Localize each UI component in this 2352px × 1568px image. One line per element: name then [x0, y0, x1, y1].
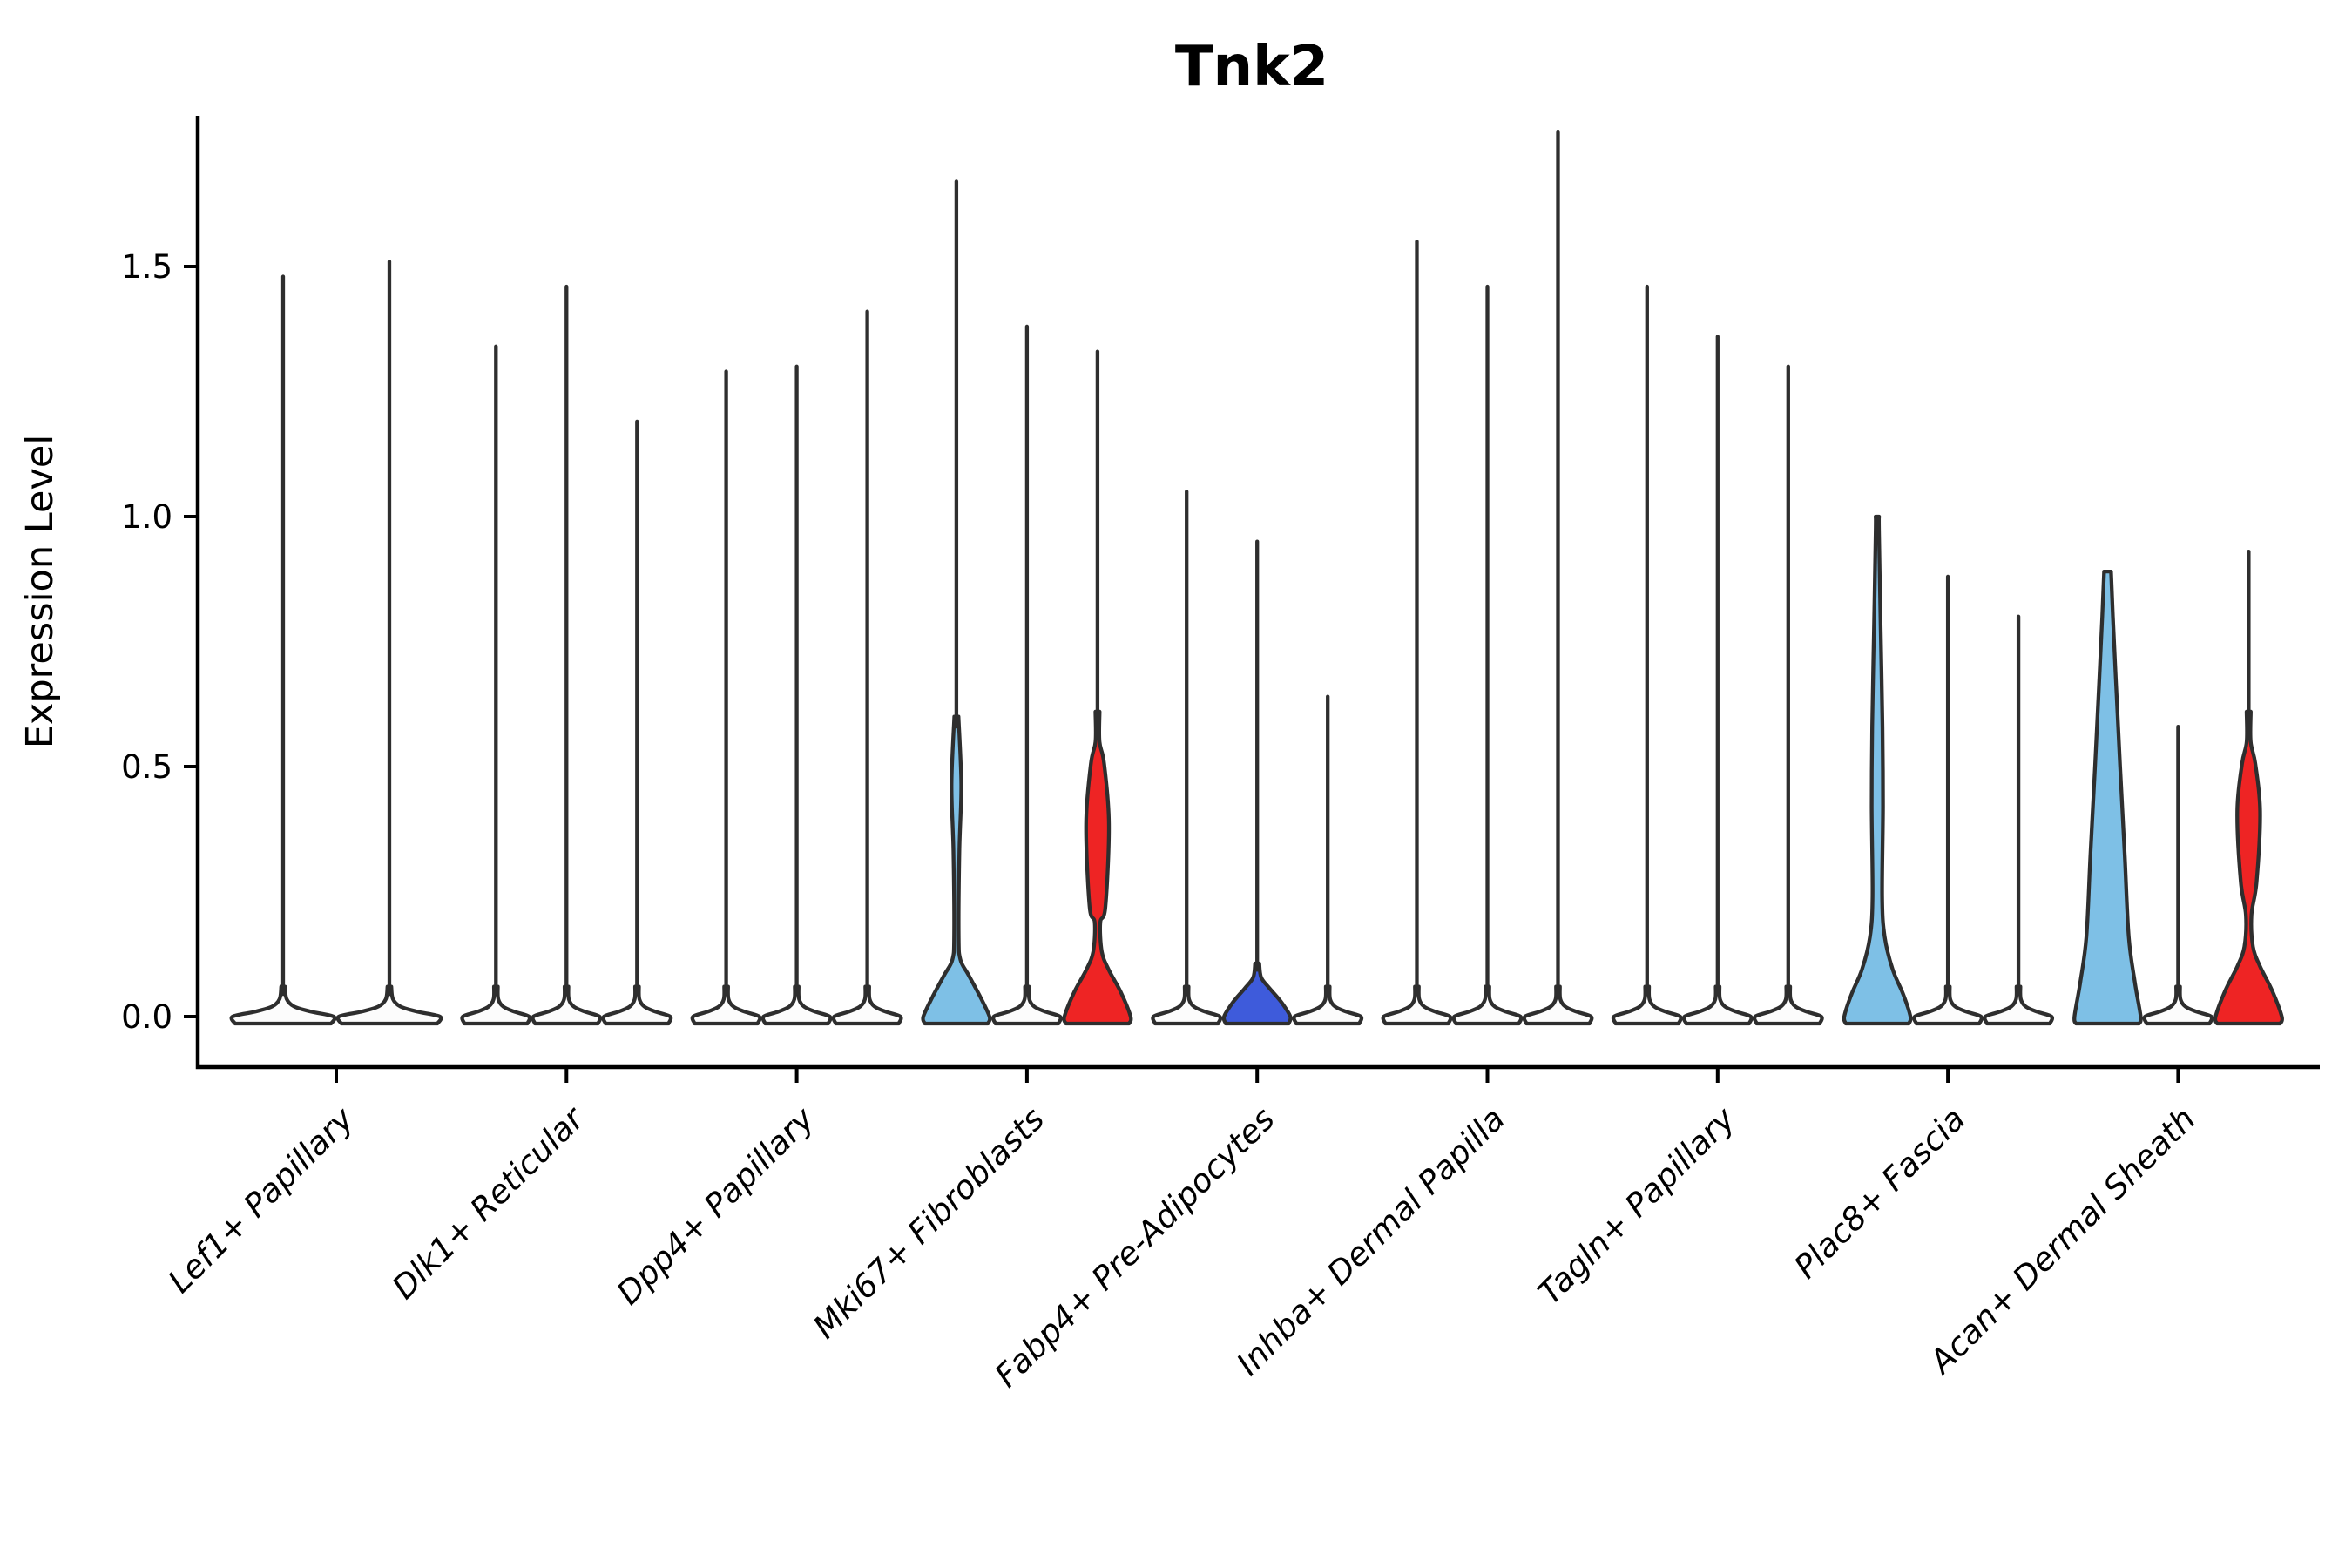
violin-body — [1522, 984, 1594, 1026]
violin-body — [531, 984, 603, 1026]
violin-category — [1381, 129, 1594, 1026]
x-axis-ticks: Lef1+ Papillary Dlk1+ Reticular Dpp4+ Papi… — [161, 1067, 2203, 1395]
y-tick-label: 1.0 — [121, 498, 172, 536]
y-tick-label: 0.0 — [121, 998, 172, 1036]
violin-category — [1151, 490, 1364, 1026]
violin-category — [2072, 550, 2284, 1026]
violin-body — [1983, 984, 2055, 1026]
violin-category — [229, 260, 443, 1026]
violin-body — [335, 984, 443, 1026]
x-tick-label: Mki67+ Fibroblasts — [806, 1100, 1051, 1346]
violin-body — [601, 984, 673, 1026]
violin-body — [831, 984, 903, 1026]
violin-body — [1451, 984, 1524, 1026]
violin-body — [1611, 984, 1683, 1026]
violin-body — [1292, 984, 1364, 1026]
y-axis-label: Expression Level — [18, 435, 62, 749]
violin-body — [990, 984, 1063, 1026]
x-tick-label: Plac8+ Fascia — [1787, 1100, 1972, 1286]
violin-body — [1062, 709, 1133, 1026]
y-axis-ticks: 0.0 0.5 1.0 1.5 — [121, 248, 198, 1036]
violin-body — [690, 984, 762, 1026]
violin-body — [921, 714, 992, 1026]
violin-body — [1842, 514, 1913, 1026]
violin-body — [1381, 984, 1453, 1026]
violin-body — [1912, 984, 1984, 1026]
violin-body — [1752, 984, 1824, 1026]
violin-body — [460, 984, 532, 1026]
x-tick-label: Lef1+ Papillary — [161, 1099, 362, 1300]
violin-category — [460, 284, 673, 1026]
violin-body — [2142, 984, 2214, 1026]
chart-title: Tnk2 — [1175, 35, 1328, 99]
violin-category — [690, 309, 903, 1026]
x-tick-label: Acan+ Dermal Sheath — [1922, 1100, 2203, 1382]
x-tick-label: Inhba+ Dermal Papilla — [1229, 1100, 1512, 1383]
violins — [229, 129, 2284, 1026]
violin-body — [2213, 709, 2284, 1026]
x-tick-label: Dpp4+ Papillary — [610, 1099, 822, 1312]
y-tick-label: 0.5 — [121, 748, 172, 786]
violin-body — [1151, 984, 1223, 1026]
x-tick-label: Tagln+ Papillary — [1531, 1099, 1743, 1312]
y-tick-label: 1.5 — [121, 248, 172, 286]
violin-body — [760, 984, 833, 1026]
violin-category — [1842, 514, 2055, 1026]
x-tick-label: Dlk1+ Reticular — [385, 1098, 593, 1307]
violin-body — [2072, 569, 2143, 1026]
axis-spines — [195, 116, 2320, 1070]
violin-body — [1681, 984, 1754, 1026]
violin-category — [1611, 284, 1824, 1026]
violin-body — [229, 984, 337, 1026]
violin-category — [921, 179, 1133, 1026]
violin-body — [1221, 961, 1293, 1026]
